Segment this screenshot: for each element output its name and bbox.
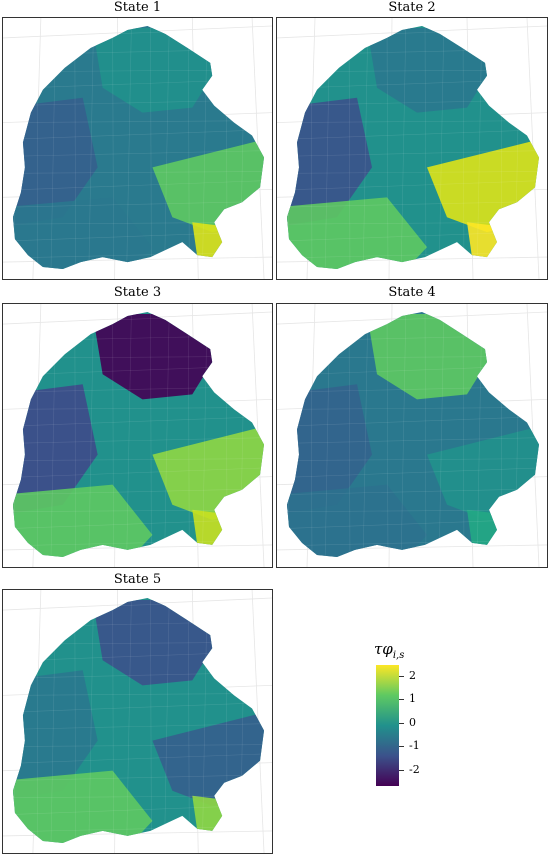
legend-tick <box>399 746 404 747</box>
map-frame <box>2 17 273 280</box>
panel-title: State 4 <box>388 285 436 300</box>
legend-label: 0 <box>409 716 416 729</box>
map-panel-3: State 3 <box>2 285 273 568</box>
panel-title: State 1 <box>113 0 162 15</box>
legend-title: τφi,s <box>374 640 404 661</box>
region-patch <box>92 27 218 113</box>
land-area <box>287 312 539 557</box>
map-panel-4: State 4 <box>276 285 548 568</box>
region-patch <box>92 314 218 400</box>
region-patch <box>287 484 427 557</box>
choropleth-map <box>3 18 272 279</box>
panel-title: State 2 <box>388 0 436 15</box>
choropleth-map <box>3 304 272 567</box>
legend-label: -2 <box>409 763 420 776</box>
legend-title-subscript: i,s <box>392 650 405 661</box>
map-frame <box>2 303 273 568</box>
region-patch <box>12 670 98 801</box>
region-patch <box>192 509 233 545</box>
choropleth-map <box>277 18 547 279</box>
map-panel-1: State 1 <box>2 0 273 280</box>
legend-tick <box>399 770 404 771</box>
region-patch <box>12 770 153 843</box>
land-area <box>287 25 539 270</box>
land-area <box>12 25 265 270</box>
legend-tick <box>399 723 404 724</box>
region-patch <box>192 222 233 258</box>
region-patch <box>467 222 507 258</box>
map-frame <box>2 589 273 854</box>
region-patch <box>367 27 492 113</box>
panel-title: State 3 <box>113 285 162 300</box>
legend-color-bar <box>376 665 399 786</box>
region-patch <box>12 197 153 270</box>
map-panel-2: State 2 <box>276 0 548 280</box>
region-patch <box>12 384 98 515</box>
legend-label: 2 <box>409 669 416 682</box>
map-frame <box>276 303 548 568</box>
land-area <box>12 598 265 843</box>
region-patch <box>92 600 218 686</box>
map-panel-5: State 5 <box>2 571 273 854</box>
choropleth-map <box>3 590 272 853</box>
legend-tick <box>399 699 404 700</box>
legend-label: 1 <box>409 692 416 705</box>
legend-label: -1 <box>409 739 420 752</box>
region-patch <box>287 197 427 270</box>
land-area <box>12 312 265 557</box>
region-patch <box>467 509 507 545</box>
region-patch <box>287 384 372 515</box>
map-frame <box>276 17 548 280</box>
region-patch <box>192 795 233 831</box>
region-patch <box>287 97 372 228</box>
region-patch <box>367 314 492 400</box>
legend-tick <box>399 676 404 677</box>
colorbar-legend: τφi,s 2 1 0 -1 -2 <box>370 640 480 800</box>
region-patch <box>12 97 98 228</box>
region-patch <box>12 484 153 557</box>
choropleth-map <box>277 304 547 567</box>
legend-title-main: τφ <box>374 640 393 658</box>
panel-title: State 5 <box>113 572 162 587</box>
